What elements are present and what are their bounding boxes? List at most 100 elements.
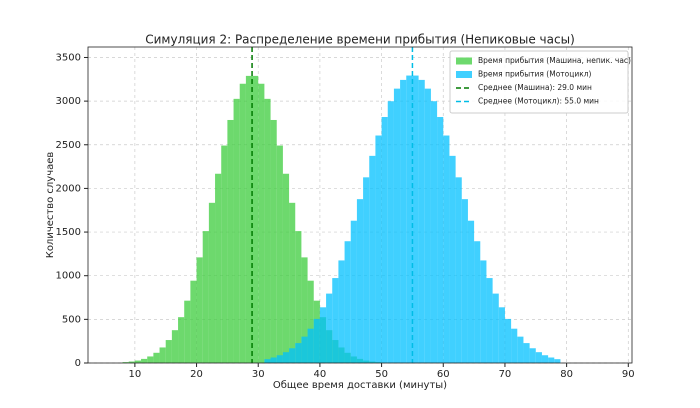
chart-title: Симуляция 2: Распределение времени прибы… xyxy=(145,33,575,47)
histogram-bar xyxy=(276,145,283,363)
histogram-bar xyxy=(467,220,475,363)
histogram-bar xyxy=(270,119,277,363)
histogram-bar xyxy=(369,155,376,363)
histogram-bar xyxy=(548,357,555,363)
y-tick-label: 2000 xyxy=(56,183,81,194)
histogram-bar xyxy=(554,359,561,363)
histogram-bar xyxy=(393,88,401,363)
legend-label: Среднее (Машина): 29.0 мин xyxy=(478,83,592,92)
y-tick-label: 1500 xyxy=(56,227,81,238)
histogram-bar xyxy=(282,173,290,363)
x-tick-label: 50 xyxy=(375,369,388,380)
histogram-bar xyxy=(455,177,462,363)
histogram-bar xyxy=(430,101,438,364)
x-tick-label: 30 xyxy=(252,369,265,380)
histogram-bar xyxy=(517,336,524,363)
histogram-bar xyxy=(202,231,209,363)
histogram-bar xyxy=(338,260,345,363)
legend-swatch xyxy=(456,57,472,65)
y-axis-label: Количество случаев xyxy=(45,152,56,259)
histogram-bar xyxy=(165,340,172,363)
x-tick-label: 80 xyxy=(560,369,573,380)
histogram-bar xyxy=(332,278,339,363)
histogram-bar xyxy=(418,79,425,363)
histogram-bar xyxy=(344,241,351,363)
y-tick-label: 3500 xyxy=(56,52,81,63)
legend-label: Среднее (Мотоцикл): 55.0 мин xyxy=(478,97,599,106)
histogram-bar xyxy=(221,145,228,363)
histogram-bar xyxy=(245,75,253,363)
y-tick-label: 500 xyxy=(62,314,81,325)
histogram-bar xyxy=(270,357,277,363)
histogram-bar xyxy=(289,348,296,363)
histogram-bar xyxy=(449,155,456,363)
histogram-bar xyxy=(313,318,320,363)
legend-label: Время прибытия (Мотоцикл) xyxy=(478,70,592,79)
histogram-bar xyxy=(350,220,357,363)
plot-frame xyxy=(87,46,633,364)
x-tick-label: 20 xyxy=(190,369,203,380)
histogram-bar xyxy=(159,347,166,363)
histogram-bar xyxy=(141,358,148,363)
histogram-bar xyxy=(541,355,549,363)
histogram-bar xyxy=(190,280,197,363)
histogram-bar xyxy=(196,257,203,363)
histogram-bar xyxy=(239,83,246,363)
histogram-bar xyxy=(307,328,314,363)
histogram-bar xyxy=(319,307,327,363)
x-tick-label: 10 xyxy=(129,369,142,380)
histogram-bar xyxy=(326,293,333,363)
histogram-bar xyxy=(363,177,370,363)
histogram-bar xyxy=(480,260,487,363)
histogram-bar xyxy=(184,300,191,363)
legend: Время прибытия (Машина, непик. час) Время… xyxy=(449,50,631,114)
legend-label: Время прибытия (Машина, непик. час) xyxy=(478,56,631,65)
y-tick-label: 3000 xyxy=(56,96,81,107)
histogram-bar xyxy=(289,202,296,363)
histogram-bar xyxy=(208,202,216,363)
histogram-bar xyxy=(282,352,290,363)
histogram-bar xyxy=(412,75,419,364)
histogram-bar xyxy=(443,135,450,363)
histogram-bar xyxy=(511,328,518,363)
histogram-bar xyxy=(264,98,271,364)
y-tick-label: 1000 xyxy=(56,271,81,282)
histogram-bar xyxy=(529,348,536,363)
histogram-bar xyxy=(381,117,388,363)
x-axis-label: Общее время доставки (минуты) xyxy=(273,380,447,391)
x-tick-label: 40 xyxy=(314,369,327,380)
histogram-bar xyxy=(153,352,160,363)
histogram-bar xyxy=(171,330,179,363)
histogram-bar xyxy=(387,101,394,364)
legend-swatch xyxy=(456,71,472,78)
legend-box xyxy=(449,50,629,114)
histogram-bar xyxy=(122,362,129,363)
histogram-bar xyxy=(523,343,530,363)
histogram-bar xyxy=(486,278,493,363)
histogram-bar xyxy=(492,293,499,363)
histogram-bar xyxy=(233,98,240,364)
x-tick-label: 60 xyxy=(437,369,450,380)
y-tick-label: 2500 xyxy=(56,140,81,151)
histogram-bar xyxy=(264,359,271,363)
histogram-bar xyxy=(134,360,142,363)
histogram-bar xyxy=(276,355,283,363)
histogram-bar xyxy=(295,231,302,363)
histogram-bar xyxy=(504,318,512,363)
x-tick-label: 70 xyxy=(499,369,512,380)
histogram-bar xyxy=(301,336,308,363)
histogram-bar xyxy=(356,199,364,363)
histogram-bar xyxy=(474,241,481,363)
histogram-bar xyxy=(375,135,382,363)
histogram-bar xyxy=(301,257,308,363)
histogram-bar xyxy=(128,361,135,363)
histogram-bar xyxy=(406,75,413,364)
histogram-bar xyxy=(147,356,154,363)
histogram-bar xyxy=(215,173,222,363)
histogram-bar xyxy=(424,88,431,363)
histogram-bar xyxy=(400,79,407,363)
histogram-bar xyxy=(178,317,185,363)
histogram-bar xyxy=(252,75,259,363)
